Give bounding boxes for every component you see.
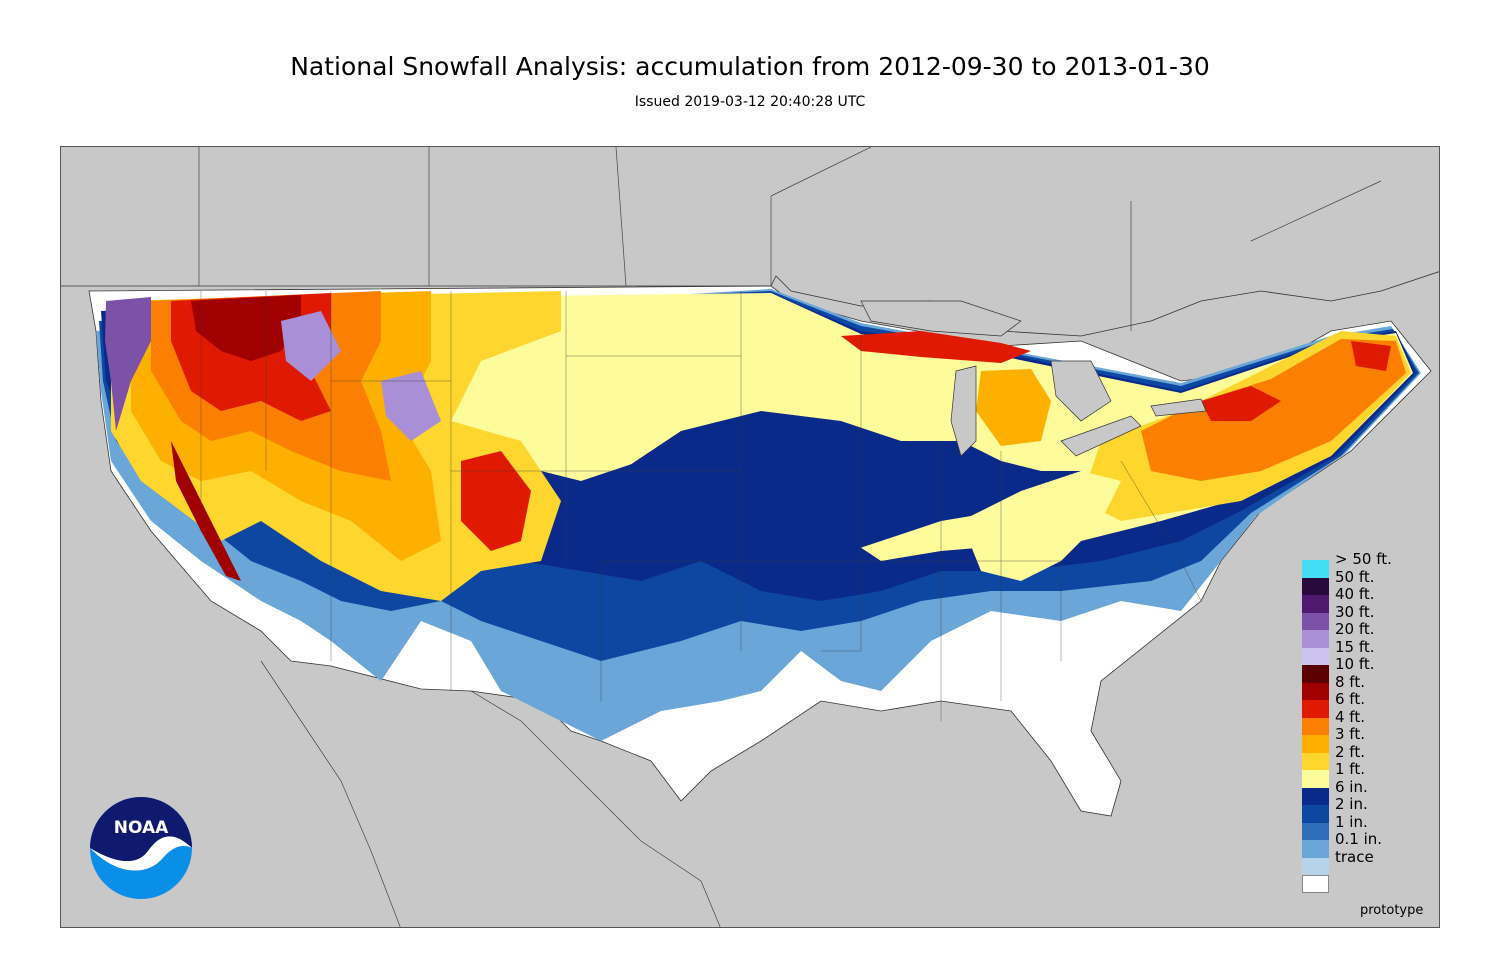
legend-row: > 50 ft. [1302,551,1422,578]
upper-peninsula-snowbelt [841,331,1031,363]
legend-label: 40 ft. [1335,585,1375,603]
legend-label: 2 ft. [1335,742,1365,761]
legend-swatch [1302,577,1329,595]
lake-ontario [1150,398,1207,417]
snowfall-map-canvas [61,147,1439,927]
legend-swatch [1302,560,1329,578]
wyoming-peaks [381,371,441,441]
legend-label: 4 ft. [1335,707,1365,726]
legend-row [1302,875,1422,893]
legend-label: 15 ft. [1335,637,1375,656]
legend-row: 1 in. [1302,813,1422,840]
michigan-snow [976,369,1051,446]
lake-superior [860,300,1022,337]
legend-swatch [1302,665,1329,683]
legend-row: 3 ft. [1302,726,1422,753]
legend-swatch [1302,822,1329,840]
lake-erie [1060,415,1142,457]
western-mountains-8ft [191,295,301,361]
legend-swatch [1302,875,1329,893]
legend-row: 15 ft. [1302,638,1422,665]
mexico-coast-line [260,660,721,927]
lake-michigan [950,365,977,457]
prototype-stamp: prototype [1360,903,1424,918]
legend-swatch [1302,770,1329,788]
legend-swatch [1302,805,1329,823]
legend-label: 1 in. [1335,812,1368,831]
northeast-snow-6ft [1201,341,1391,421]
plains-blue-region [561,411,1081,561]
legend-label: 8 ft. [1335,672,1365,691]
legend-label: 6 ft. [1335,690,1365,708]
cascades-high [105,297,151,431]
legend-row: 1 ft. [1302,761,1422,788]
legend-row: 30 ft. [1302,603,1422,630]
northeast-snow-4ft [1141,339,1406,481]
legend-swatch [1302,735,1329,753]
legend-label: 10 ft. [1335,655,1375,673]
noaa-logo-text: NOAA [114,818,169,838]
legend-swatch [1302,612,1329,630]
legend-swatch [1302,700,1329,718]
legend-label: trace [1335,847,1374,866]
legend-label: 50 ft. [1335,567,1375,586]
legend-swatch [1302,717,1329,735]
legend-label: 1 ft. [1335,760,1365,778]
legend-row: 0.1 in. [1302,831,1422,858]
legend-label: 2 in. [1335,795,1368,813]
legend-label: 6 in. [1335,777,1368,796]
snowfall-map [60,146,1440,928]
legend-swatch [1302,752,1329,770]
rockies-high [461,451,531,551]
legend-swatch [1302,787,1329,805]
legend-swatch [1302,840,1329,858]
rockies-peaks [281,311,341,381]
issued-timestamp: Issued 2019-03-12 20:40:28 UTC [634,94,866,110]
canada-border-line [61,271,1439,337]
legend-row: 6 in. [1302,778,1422,805]
sierra-high [171,441,241,581]
legend-row: 8 ft. [1302,673,1422,700]
legend-label: 20 ft. [1335,620,1375,638]
legend-row: 40 ft. [1302,586,1422,613]
legend-row: trace [1302,848,1422,875]
legend-label: > 50 ft. [1335,550,1392,568]
province-lines [198,147,1382,331]
legend-swatch [1302,595,1329,613]
snowfall-legend: > 50 ft. 50 ft. 40 ft. 30 ft. 20 ft. 15 ft. 10… [1302,551,1422,893]
map-title: National Snowfall Analysis: accumulation… [290,52,1210,81]
legend-swatch [1302,682,1329,700]
noaa-logo-icon: NOAA [88,795,194,901]
legend-swatch [1302,630,1329,648]
legend-row: 4 ft. [1302,708,1422,735]
legend-row: 50 ft. [1302,568,1422,595]
state-border-lines [200,291,1202,721]
legend-label: 0.1 in. [1335,830,1383,848]
legend-row: 6 ft. [1302,691,1422,718]
lake-huron [1050,360,1112,422]
legend-row: 20 ft. [1302,621,1422,648]
legend-swatch [1302,857,1329,875]
legend-swatch [1302,647,1329,665]
legend-label: 3 ft. [1335,725,1365,743]
legend-row: 10 ft. [1302,656,1422,683]
legend-row: 2 in. [1302,796,1422,823]
legend-row: 2 ft. [1302,743,1422,770]
legend-label: 30 ft. [1335,602,1375,621]
